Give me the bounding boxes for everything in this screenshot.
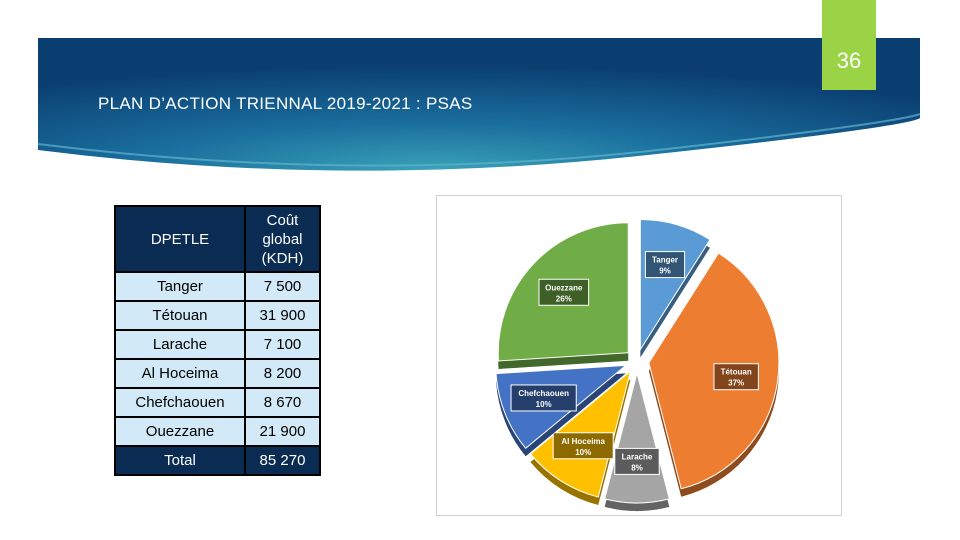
row-name: Tétouan xyxy=(114,300,246,331)
header-cost: Coût global (KDH) xyxy=(244,205,321,273)
header-cost-label: Coût global (KDH) xyxy=(261,211,304,267)
total-name: Total xyxy=(114,445,246,476)
data-label-percent: 10% xyxy=(536,400,552,409)
slide-title: PLAN D’ACTION TRIENNAL 2019-2021 : PSAS xyxy=(98,94,473,113)
data-label: Al Hoceima 10% xyxy=(552,432,614,460)
table-row: Al Hoceima 8 200 xyxy=(114,358,321,389)
row-cost: 8 670 xyxy=(244,387,321,418)
row-name: Chefchaouen xyxy=(114,387,246,418)
table-row: Chefchaouen 8 670 xyxy=(114,387,321,418)
data-label: Ouezzane 26% xyxy=(538,278,590,306)
data-label-name: Chefchaouen xyxy=(518,389,569,398)
table-row: Tétouan 31 900 xyxy=(114,300,321,331)
data-label: Tanger 9% xyxy=(644,251,686,279)
data-label: Tétouan 37% xyxy=(713,363,759,391)
pie-chart-frame: Tanger 9% Tétouan 37% Larache 8% Al Hoceima 10%… xyxy=(436,195,842,516)
row-cost: 7 500 xyxy=(244,271,321,302)
row-cost: 31 900 xyxy=(244,300,321,331)
data-label-percent: 9% xyxy=(659,267,671,276)
row-cost: 8 200 xyxy=(244,358,321,389)
total-cost: 85 270 xyxy=(244,445,321,476)
data-label: Larache 8% xyxy=(614,447,660,475)
row-name: Ouezzane xyxy=(114,416,246,447)
table-row: Larache 7 100 xyxy=(114,329,321,360)
table-total-row: Total 85 270 xyxy=(114,445,321,476)
table-row: Ouezzane 21 900 xyxy=(114,416,321,447)
data-label-name: Tanger xyxy=(652,256,678,265)
data-label-name: Larache xyxy=(622,452,653,461)
data-label-name: Ouezzane xyxy=(545,283,583,292)
row-cost: 7 100 xyxy=(244,329,321,360)
data-label-name: Tétouan xyxy=(721,368,752,377)
data-label-percent: 10% xyxy=(575,448,591,457)
pie-chart: Tanger 9% Tétouan 37% Larache 8% Al Hoceima 10%… xyxy=(495,218,780,511)
header-dpetle: DPETLE xyxy=(114,205,246,273)
row-name: Tanger xyxy=(114,271,246,302)
row-name: Larache xyxy=(114,329,246,360)
table-row: Tanger 7 500 xyxy=(114,271,321,302)
data-label-percent: 26% xyxy=(556,294,572,303)
row-name: Al Hoceima xyxy=(114,358,246,389)
cost-table: DPETLE Coût global (KDH) Tanger 7 500 Té… xyxy=(114,205,321,476)
data-label-name: Al Hoceima xyxy=(561,437,605,446)
data-label-percent: 37% xyxy=(728,379,744,388)
page-number: 36 xyxy=(836,48,862,73)
table-header-row: DPETLE Coût global (KDH) xyxy=(114,205,321,273)
data-label-percent: 8% xyxy=(631,463,643,472)
page-number-box xyxy=(822,0,876,90)
row-cost: 21 900 xyxy=(244,416,321,447)
data-label: Chefchaouen 10% xyxy=(510,384,577,412)
header-banner xyxy=(38,38,920,178)
